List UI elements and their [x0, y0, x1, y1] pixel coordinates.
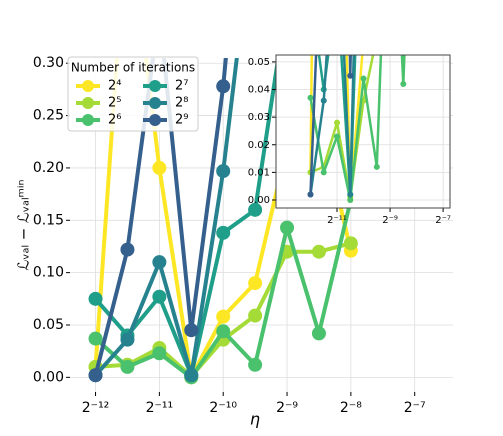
point — [88, 331, 103, 346]
y-tick-label: 0.03 — [248, 112, 270, 123]
legend-marker — [82, 80, 94, 92]
point — [343, 236, 358, 251]
point — [120, 242, 135, 257]
point — [248, 202, 263, 217]
y-tick-label: 0.00 — [248, 195, 270, 206]
y-tick-label: 0.05 — [33, 317, 64, 333]
point — [360, 75, 367, 82]
legend-marker — [149, 114, 161, 126]
legend-marker — [82, 97, 94, 109]
point — [334, 133, 341, 140]
point — [307, 94, 314, 101]
legend-title: Number of iterations — [71, 61, 195, 75]
y-tick-label: 0.10 — [33, 265, 64, 281]
legend-marker — [149, 80, 161, 92]
point — [216, 225, 231, 240]
point — [120, 332, 135, 347]
legend: Number of iterations 2⁴ 2⁵ 2⁶ 2⁷ 2⁸ 2⁹ — [67, 56, 199, 132]
point — [152, 289, 167, 304]
point — [347, 196, 354, 203]
x-tick-label: 2⁻¹² — [82, 400, 110, 416]
point — [248, 276, 263, 291]
point — [152, 160, 167, 175]
x-tick-label: 2⁻⁹ — [276, 400, 298, 416]
y-tick-label: 0.01 — [248, 167, 270, 178]
point — [248, 357, 263, 372]
axes-frame — [275, 54, 451, 209]
point — [361, 37, 367, 43]
point — [373, 163, 380, 170]
legend-marker — [149, 97, 161, 109]
point — [216, 164, 231, 179]
y-tick-label: 0.25 — [33, 108, 64, 124]
point — [307, 191, 314, 198]
point — [120, 359, 135, 374]
point — [88, 368, 103, 383]
legend-label: 2⁷ — [175, 79, 188, 94]
point — [334, 119, 341, 126]
y-tick-label: 0.05 — [248, 57, 270, 68]
point — [184, 323, 199, 338]
legend-label: 2⁸ — [175, 96, 188, 111]
point — [320, 169, 327, 176]
x-tick-label: 2⁻¹¹ — [146, 400, 174, 416]
point — [184, 368, 199, 383]
x-tick-label: 2⁻¹⁰ — [209, 400, 237, 416]
point — [152, 346, 167, 361]
point — [374, 34, 380, 40]
legend-label: 2⁴ — [108, 79, 121, 94]
legend-box — [67, 56, 199, 132]
point — [320, 97, 327, 104]
x-tick-label: 2⁻⁸ — [340, 400, 362, 416]
y-tick-label: 0.30 — [33, 55, 64, 71]
point — [152, 4, 166, 18]
point — [88, 291, 103, 306]
point — [216, 79, 231, 94]
y-tick-label: 0.15 — [33, 212, 64, 228]
y-tick-label: 0.00 — [33, 369, 64, 385]
point — [216, 309, 231, 324]
x-tick-label: 2⁻⁷ — [435, 215, 451, 226]
y-tick-label: 0.20 — [33, 160, 64, 176]
x-tick-label: 2⁻¹¹ — [327, 215, 347, 226]
point — [248, 308, 263, 323]
x-tick-label: 2⁻⁷ — [404, 400, 426, 416]
legend-label: 2⁹ — [175, 113, 188, 128]
point — [347, 191, 354, 198]
point — [347, 72, 354, 79]
point — [311, 326, 326, 341]
point — [280, 0, 294, 7]
point — [400, 80, 407, 87]
y-tick-label: 0.02 — [248, 140, 270, 151]
x-axis-label: η — [250, 410, 260, 429]
y-axis-label: ℒᵥₐₗ − ℒᵥₐₗᵐⁱⁿ — [15, 180, 33, 271]
legend-marker — [82, 114, 94, 126]
point — [280, 220, 295, 235]
point — [216, 324, 231, 339]
x-tick-label: 2⁻⁹ — [382, 215, 398, 226]
y-tick-label: 0.04 — [248, 85, 270, 96]
legend-label: 2⁶ — [108, 113, 121, 128]
point — [311, 244, 326, 259]
legend-label: 2⁵ — [108, 96, 121, 111]
point — [152, 255, 167, 270]
